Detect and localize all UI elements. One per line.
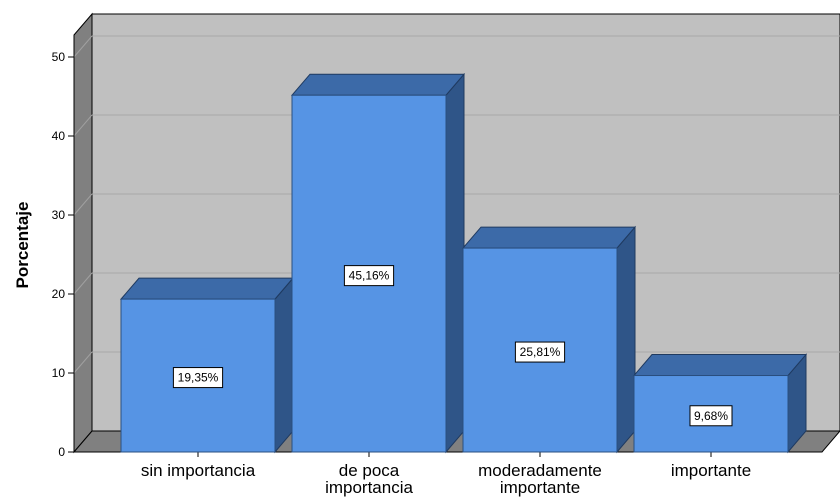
data-label-0: 19,35% xyxy=(178,371,219,385)
bar-top-1 xyxy=(290,73,466,96)
y-tick-label-4: 40 xyxy=(52,129,66,143)
y-tick-label-5: 50 xyxy=(52,50,66,64)
y-tick-label-3: 30 xyxy=(52,208,66,222)
y-tick-label-1: 10 xyxy=(52,366,66,380)
side-gridline-4 xyxy=(73,114,93,137)
bar-side-1 xyxy=(445,72,465,454)
y-axis-label: Porcentaje xyxy=(13,202,32,289)
x-tick-label-0: sin importancia xyxy=(141,461,256,480)
bar-top-0 xyxy=(119,277,295,300)
data-label-box-2 xyxy=(514,341,566,363)
data-label-box-0 xyxy=(172,367,224,389)
data-label-1: 45,16% xyxy=(349,269,390,283)
side-gridline-3 xyxy=(73,193,93,216)
side-wall xyxy=(73,12,93,454)
x-tick-label-2: moderadamente importante xyxy=(478,461,602,497)
bar-side-0 xyxy=(274,276,294,454)
y-tick-label-0: 0 xyxy=(58,445,65,459)
data-label-box-1 xyxy=(343,265,395,287)
data-label-2: 25,81% xyxy=(520,345,561,359)
side-gridline-1 xyxy=(73,351,93,374)
bar-top-3 xyxy=(632,354,808,377)
data-label-box-3 xyxy=(689,405,733,427)
x-tick-label-1: de poca importancia xyxy=(325,461,413,497)
bar-side-2 xyxy=(616,225,636,454)
data-label-3: 9,68% xyxy=(694,409,728,423)
side-gridline-2 xyxy=(73,272,93,295)
y-tick-label-2: 20 xyxy=(52,287,66,301)
side-gridline-5 xyxy=(73,35,93,58)
x-tick-label-3: importante xyxy=(671,461,751,480)
labels: 0 10 20 30 40 50 19,35% sin importancia 45,16% de… xyxy=(52,50,752,497)
bar-top-2 xyxy=(461,226,637,249)
